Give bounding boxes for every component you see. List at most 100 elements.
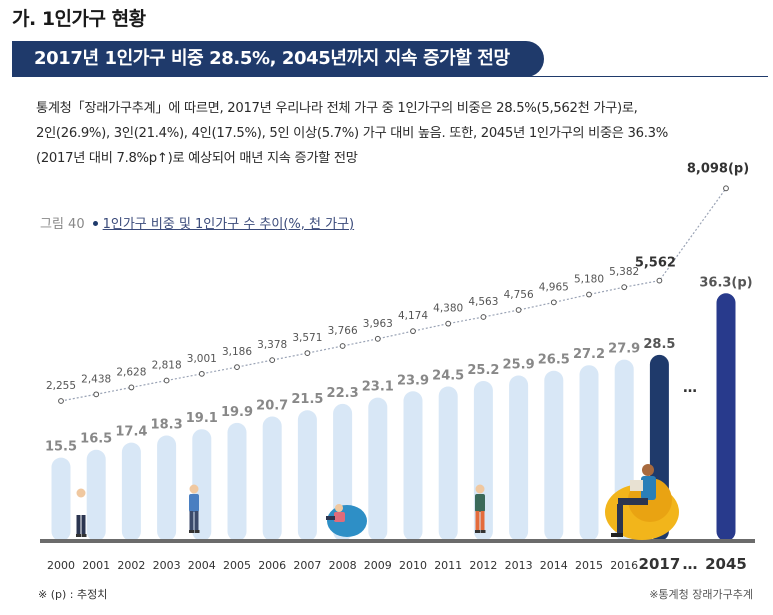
person-illustration-2004 xyxy=(189,484,200,533)
point-2003 xyxy=(163,377,170,384)
point-2011 xyxy=(445,320,452,327)
point-label-2004: 3,001 xyxy=(187,353,217,365)
bar-label-2008: 22.3 xyxy=(327,386,359,401)
summary-text: 통계청「장래가구추계」에 따르면, 2017년 우리나라 전체 가구 중 1인가… xyxy=(36,96,761,171)
x-tick-2017: 2017 xyxy=(639,555,681,573)
bar-label-2009: 23.1 xyxy=(362,380,394,395)
point-2000 xyxy=(58,398,64,404)
bar-2002 xyxy=(121,442,141,541)
source-note: ※통계청 장래가구추계 xyxy=(649,588,753,601)
point-2005 xyxy=(234,364,240,371)
bar-label-2014: 26.5 xyxy=(538,353,570,368)
point-2045 xyxy=(723,185,729,192)
bar-2009 xyxy=(368,397,388,541)
bar-2013 xyxy=(509,375,529,541)
point-label-2005: 3,186 xyxy=(222,346,252,358)
point-2014 xyxy=(550,299,557,306)
point-2001 xyxy=(93,391,100,398)
bar-2007 xyxy=(297,410,317,541)
x-tick-2016: 2016 xyxy=(610,559,638,572)
x-tick-2012: 2012 xyxy=(469,559,497,572)
point-label-2002: 2,628 xyxy=(116,366,146,378)
bar-label-2003: 18.3 xyxy=(151,418,183,433)
point-label-2003: 2,818 xyxy=(152,360,182,372)
x-tick-2003: 2003 xyxy=(153,559,181,572)
x-tick-2004: 2004 xyxy=(188,559,216,572)
x-tick-2000: 2000 xyxy=(47,559,75,572)
point-2016 xyxy=(621,284,628,291)
bar-2005 xyxy=(227,422,247,541)
bar-label-2010: 23.9 xyxy=(397,373,429,388)
person-illustration-2011 xyxy=(475,484,486,533)
chart-baseline xyxy=(40,539,755,543)
beanbag-reader-illustration xyxy=(326,504,367,537)
summary-line-2: 2인(26.9%), 3인(21.4%), 4인(17.5%), 5인 이상(5… xyxy=(36,126,668,141)
bar-label-gap: … xyxy=(683,380,697,396)
point-2015 xyxy=(586,291,592,298)
point-2017 xyxy=(656,277,663,284)
x-tick-2014: 2014 xyxy=(540,559,568,572)
bar-label-2002: 17.4 xyxy=(115,425,147,440)
bar-label-2001: 16.5 xyxy=(80,432,112,447)
bar-2014 xyxy=(544,370,564,541)
x-tick-2001: 2001 xyxy=(82,559,110,572)
figure-title: 1인가구 비중 및 1인가구 수 추이(%, 천 가구) xyxy=(102,217,355,232)
summary-line-1: 통계청「장래가구추계」에 따르면, 2017년 우리나라 전체 가구 중 1인가… xyxy=(36,101,638,116)
footnote: ※ (p) : 추정치 xyxy=(38,588,108,601)
x-tick-2010: 2010 xyxy=(399,559,427,572)
x-tick-2011: 2011 xyxy=(434,559,462,572)
bar-label-2000: 15.5 xyxy=(45,440,77,455)
bar-2003 xyxy=(157,435,177,541)
point-label-2016: 5,382 xyxy=(609,266,639,278)
beanbag-man-illustration xyxy=(605,464,679,540)
bar-label-2004: 19.1 xyxy=(186,411,218,426)
point-label-2045: 8,098(p) xyxy=(687,161,749,176)
point-2009 xyxy=(374,335,381,342)
point-2008 xyxy=(339,343,346,349)
point-label-2009: 3,963 xyxy=(363,318,393,330)
section-title: 가. 1인가구 현황 xyxy=(12,8,146,30)
bar-label-2006: 20.7 xyxy=(256,399,288,414)
point-label-2008: 3,766 xyxy=(328,325,358,337)
bar-label-2011: 24.5 xyxy=(432,369,464,384)
bar-2010 xyxy=(403,391,423,541)
point-label-2013: 4,756 xyxy=(504,289,534,301)
x-tick-2006: 2006 xyxy=(258,559,286,572)
point-label-2001: 2,438 xyxy=(81,373,111,385)
figure-caption: 그림 40 1인가구 비중 및 1인가구 수 추이(%, 천 가구) xyxy=(40,213,354,232)
x-tick-gap: … xyxy=(683,555,698,573)
bar-2011 xyxy=(438,386,458,541)
point-2006 xyxy=(269,357,276,364)
point-2010 xyxy=(410,328,416,335)
point-label-2012: 4,563 xyxy=(468,296,498,308)
bar-2006 xyxy=(262,416,282,541)
point-label-2011: 4,380 xyxy=(433,303,463,315)
x-tick-2013: 2013 xyxy=(505,559,533,572)
bar-label-2017: 28.5 xyxy=(643,337,675,352)
headline-banner: 2017년 1인가구 비중 28.5%, 2045년까지 지속 증가할 전망 xyxy=(12,41,544,77)
bar-label-2045: 36.3(p) xyxy=(699,275,752,290)
point-label-2006: 3,378 xyxy=(257,339,287,351)
banner-rule xyxy=(12,76,768,77)
point-2012 xyxy=(480,314,487,320)
bar-2001 xyxy=(86,449,106,541)
bar-label-2016: 27.9 xyxy=(608,342,640,357)
point-label-2010: 4,174 xyxy=(398,310,428,322)
point-label-2015: 5,180 xyxy=(574,274,604,286)
point-2013 xyxy=(515,307,522,313)
x-tick-2002: 2002 xyxy=(117,559,145,572)
point-2004 xyxy=(198,370,205,377)
point-label-2014: 4,965 xyxy=(539,281,569,293)
x-tick-2005: 2005 xyxy=(223,559,251,572)
bar-label-2005: 19.9 xyxy=(221,405,253,420)
bar-label-2015: 27.2 xyxy=(573,347,605,362)
figure-number: 그림 40 xyxy=(40,217,85,232)
bar-label-2013: 25.9 xyxy=(503,357,535,372)
point-label-2007: 3,571 xyxy=(292,332,322,344)
point-2007 xyxy=(304,350,311,356)
person-illustration-2000 xyxy=(76,488,87,537)
x-tick-2009: 2009 xyxy=(364,559,392,572)
summary-line-3: (2017년 대비 7.8%p↑)로 예상되어 매년 지속 증가할 전망 xyxy=(36,151,358,166)
point-2002 xyxy=(128,384,135,391)
